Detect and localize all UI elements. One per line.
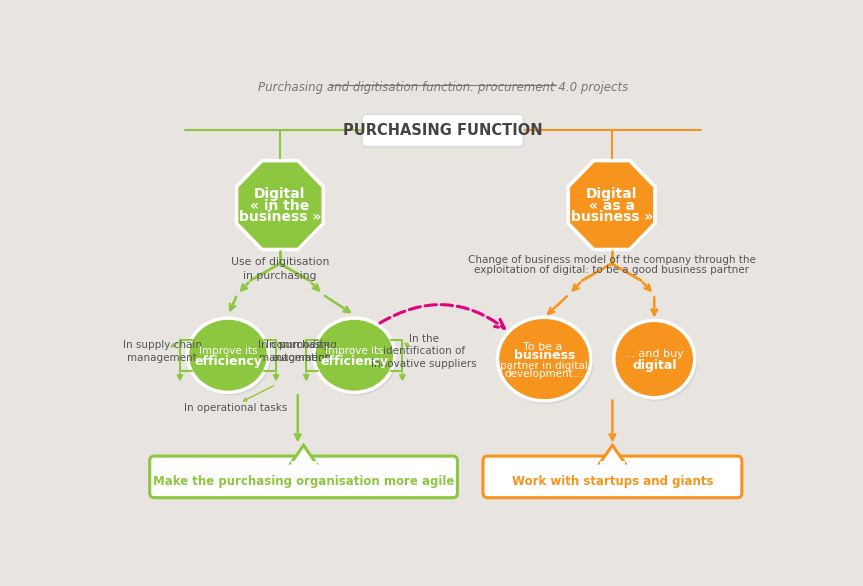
Polygon shape [572, 165, 656, 251]
Text: business: business [513, 349, 575, 363]
Ellipse shape [190, 321, 271, 396]
Text: « as a: « as a [589, 199, 634, 213]
Text: ... and buy: ... and buy [624, 349, 684, 359]
Polygon shape [566, 159, 657, 251]
Text: efficiency: efficiency [320, 355, 388, 368]
FancyArrowPatch shape [380, 305, 504, 328]
Text: Digital: Digital [255, 188, 306, 201]
Text: In the
identification of
innovative suppliers: In the identification of innovative supp… [371, 334, 477, 369]
Text: To be a: To be a [523, 342, 565, 352]
Ellipse shape [615, 322, 693, 396]
Polygon shape [600, 445, 625, 463]
Text: Purchasing and digitisation function: procurement 4.0 projects: Purchasing and digitisation function: pr… [257, 81, 627, 94]
FancyBboxPatch shape [483, 456, 742, 498]
Text: development...: development... [505, 369, 583, 380]
Polygon shape [291, 445, 316, 463]
Text: Improve its: Improve its [198, 346, 257, 356]
Text: In purchasing
automation: In purchasing automation [267, 340, 337, 363]
Text: exploitation of digital: to be a good business partner: exploitation of digital: to be a good bu… [474, 265, 749, 275]
Text: business »: business » [239, 210, 321, 224]
Polygon shape [235, 159, 325, 251]
Ellipse shape [500, 319, 589, 399]
Ellipse shape [186, 316, 270, 394]
Text: Digital: Digital [586, 188, 637, 201]
Text: Improve its: Improve its [325, 346, 384, 356]
Ellipse shape [312, 316, 397, 394]
Text: PURCHASING FUNCTION: PURCHASING FUNCTION [343, 123, 543, 138]
Text: Change of business model of the company through the: Change of business model of the company … [468, 255, 756, 265]
Ellipse shape [495, 316, 593, 403]
Ellipse shape [316, 321, 397, 396]
FancyBboxPatch shape [149, 456, 457, 498]
FancyBboxPatch shape [362, 114, 523, 146]
Ellipse shape [316, 320, 393, 391]
Ellipse shape [189, 320, 267, 391]
Text: digital: digital [632, 359, 677, 372]
Polygon shape [570, 162, 653, 248]
FancyBboxPatch shape [363, 116, 525, 148]
Ellipse shape [612, 319, 696, 400]
Text: Work with startups and giants: Work with startups and giants [512, 475, 713, 488]
Ellipse shape [616, 323, 697, 401]
Polygon shape [241, 165, 324, 251]
Text: In operational tasks: In operational tasks [184, 403, 287, 413]
Text: « in the: « in the [250, 199, 310, 213]
FancyBboxPatch shape [151, 458, 459, 499]
FancyBboxPatch shape [484, 458, 743, 499]
Text: business »: business » [570, 210, 652, 224]
Ellipse shape [500, 320, 594, 404]
Text: In supply chain
management: In supply chain management [123, 340, 202, 363]
Text: Use of digitisation
in purchasing: Use of digitisation in purchasing [230, 257, 329, 281]
Text: efficiency: efficiency [194, 355, 262, 368]
Polygon shape [238, 162, 321, 248]
Text: partner in digital: partner in digital [501, 361, 588, 371]
Text: In commodity
management: In commodity management [258, 340, 330, 363]
Text: Make the purchasing organisation more agile: Make the purchasing organisation more ag… [153, 475, 454, 488]
